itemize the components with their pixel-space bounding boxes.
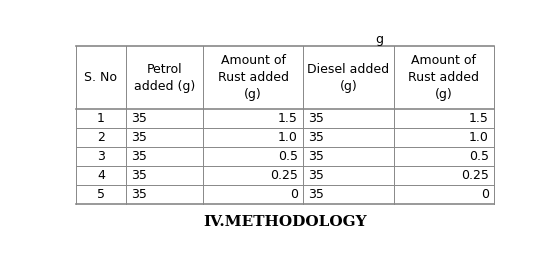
Text: 35: 35	[131, 169, 147, 182]
Text: 35: 35	[308, 150, 324, 163]
Text: 3: 3	[97, 150, 105, 163]
Text: 0: 0	[481, 188, 489, 201]
Text: 35: 35	[308, 112, 324, 125]
Text: Petrol
added (g): Petrol added (g)	[134, 63, 195, 93]
Text: 0.25: 0.25	[461, 169, 489, 182]
Text: g: g	[376, 33, 384, 46]
Text: 35: 35	[308, 169, 324, 182]
Text: 1.5: 1.5	[278, 112, 298, 125]
Text: Amount of
Rust added
(g): Amount of Rust added (g)	[409, 54, 479, 101]
Text: IV.METHODOLOGY: IV.METHODOLOGY	[203, 215, 367, 229]
Text: Diesel added
(g): Diesel added (g)	[307, 63, 390, 93]
Text: 5: 5	[97, 188, 105, 201]
Text: 35: 35	[308, 188, 324, 201]
Text: 0: 0	[290, 188, 298, 201]
Text: 35: 35	[131, 150, 147, 163]
Text: 1: 1	[97, 112, 105, 125]
Text: 35: 35	[131, 188, 147, 201]
Text: 1.0: 1.0	[469, 131, 489, 144]
Text: 4: 4	[97, 169, 105, 182]
Text: 35: 35	[308, 131, 324, 144]
Text: 2: 2	[97, 131, 105, 144]
Text: S. No: S. No	[85, 71, 117, 84]
Text: 0.5: 0.5	[469, 150, 489, 163]
Text: 35: 35	[131, 131, 147, 144]
Text: 1.5: 1.5	[469, 112, 489, 125]
Text: 0.25: 0.25	[270, 169, 298, 182]
Text: 1.0: 1.0	[278, 131, 298, 144]
Text: Amount of
Rust added
(g): Amount of Rust added (g)	[217, 54, 289, 101]
Text: 0.5: 0.5	[278, 150, 298, 163]
Text: 35: 35	[131, 112, 147, 125]
